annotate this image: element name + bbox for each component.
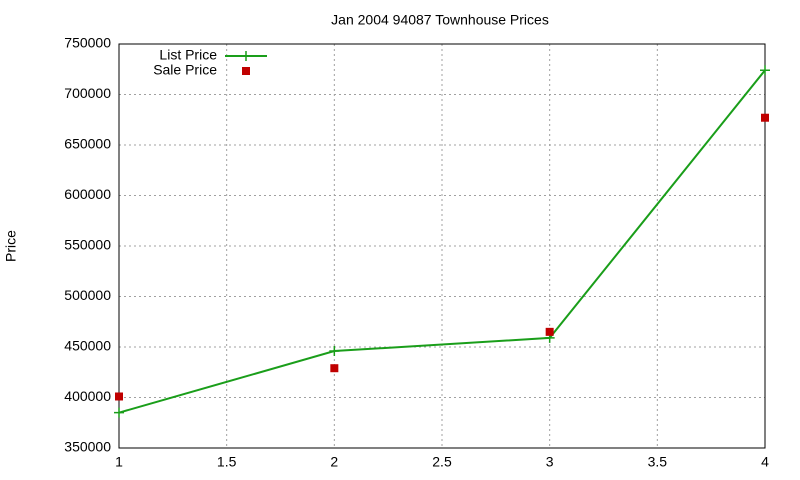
x-tick-label: 3.5 (648, 454, 668, 470)
data-point (329, 346, 340, 357)
chart-title: Jan 2004 94087 Townhouse Prices (331, 12, 549, 28)
y-tick-label: 650000 (64, 136, 111, 152)
legend-marker (242, 67, 250, 75)
x-tick-label: 1 (115, 454, 123, 470)
data-point (545, 327, 554, 336)
y-tick-label: 750000 (64, 35, 111, 51)
legend-marker (241, 51, 251, 61)
y-tick-label: 350000 (64, 439, 111, 455)
y-axis-label: Price (3, 230, 19, 262)
x-tick-label: 4 (761, 454, 769, 470)
data-point (330, 364, 339, 373)
data-point (115, 392, 123, 401)
data-point (760, 65, 770, 76)
x-tick-label: 2 (330, 454, 338, 470)
y-tick-label: 450000 (64, 338, 111, 354)
y-tick-label: 400000 (64, 388, 111, 404)
x-tick-label: 2.5 (432, 454, 452, 470)
y-tick-label: 500000 (64, 287, 111, 303)
x-tick-label: 1.5 (217, 454, 237, 470)
y-tick-label: 550000 (64, 237, 111, 253)
plot-border (118, 43, 766, 449)
legend-label: Sale Price (153, 62, 217, 78)
y-tick-label: 700000 (64, 85, 111, 101)
x-tick-label: 3 (546, 454, 554, 470)
data-point (114, 407, 124, 418)
legend-label: List Price (159, 47, 217, 63)
data-point (761, 113, 769, 122)
series-line (118, 69, 766, 414)
y-tick-label: 600000 (64, 186, 111, 202)
